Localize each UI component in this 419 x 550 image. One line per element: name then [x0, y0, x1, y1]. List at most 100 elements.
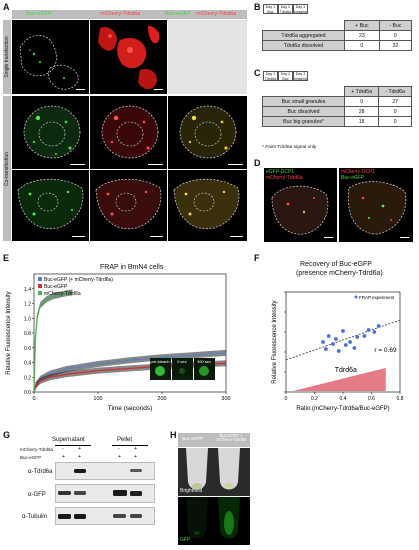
panel-c-footnote: * Faint Tdrd6a signal only: [262, 145, 317, 150]
micro-a-r2-merge: [168, 96, 247, 169]
pm: -: [118, 446, 120, 452]
x-axis-label: Time (seconds): [108, 405, 153, 412]
micro-a-r3-merge: [168, 170, 247, 241]
panel-h-header: [178, 433, 250, 447]
micro-a-r2-red: [90, 96, 167, 169]
y-axis-label: Relative Fluorescence Intensity: [272, 300, 278, 383]
panel-c-timeline: Day 1 Tdrd6a Day 2 Buc Day 3 Imaging: [263, 71, 308, 81]
panel-c-label: C: [254, 68, 261, 78]
band-label-tubulin: α-Tubulin: [22, 514, 47, 520]
pm: +: [62, 454, 66, 460]
panel-a-col3-label-green: Buc-eGFP: [165, 11, 191, 17]
frap-inset-label: 300 sec: [197, 359, 211, 364]
blot-strip-tubulin: [55, 507, 155, 525]
col-header: - Tdrd6a: [378, 86, 412, 97]
blot-band: [74, 491, 86, 495]
micro-a-r3-red: [90, 170, 167, 241]
band-label-gfp: α-GFP: [28, 492, 46, 498]
y-tick-label: 0.2: [24, 375, 31, 381]
panel-a-col3-label-red: mCherry-Tdrd6a: [196, 11, 237, 17]
micro-a-r1-merge-empty: [168, 20, 247, 94]
scatter-point: [348, 340, 353, 344]
legend-entry: mCherry-Tdrd6a: [44, 291, 81, 297]
micro-d-left-label1: eGFP-DCP1: [266, 169, 295, 175]
x-tick-label: 100: [93, 396, 102, 402]
blot-row-label-buc: Buc-eGFP: [20, 455, 42, 460]
pm: +: [78, 446, 82, 452]
blot-band: [130, 491, 142, 496]
y-tick-label: 0.8: [24, 331, 31, 337]
scatter-point: [321, 340, 325, 344]
blot-band: [130, 514, 142, 518]
col-header: + Buc: [344, 20, 380, 31]
micro-d-left-label2: mCherry-Tdrd6a: [266, 175, 303, 181]
micro-a-r1-red: [90, 20, 167, 94]
blot-band: [113, 514, 126, 518]
blot-band: [58, 491, 71, 495]
cell: 0: [344, 40, 380, 51]
panel-e-label: E: [3, 253, 10, 263]
scatter-point: [366, 328, 371, 332]
frap-granule: [199, 366, 209, 376]
legend-marker: [354, 295, 358, 299]
pm: +: [134, 446, 138, 452]
scatter-point: [343, 343, 348, 347]
scale-bar: [324, 236, 333, 238]
blot-band: [58, 514, 71, 519]
panel-g-label: G: [3, 430, 11, 440]
row-label: Tdrd6a aggregated: [262, 30, 345, 41]
day-box: Day 2 Tdrd6a: [278, 4, 293, 14]
scale-bar: [76, 88, 85, 90]
panel-c-table: + Tdrd6a - Tdrd6a Buc small granules 0 27 B…: [262, 86, 412, 127]
scale-bar: [230, 235, 243, 237]
tube-label-2: Buc-eGFP + mCherry-Tdrd6a: [215, 433, 247, 443]
micro-d-left: eGFP-DCP1 mCherry-Tdrd6a: [264, 168, 337, 242]
col-header: - Buc: [378, 20, 413, 31]
panel-h-label: H: [170, 430, 177, 440]
legend-swatch: [38, 277, 42, 281]
correlation-annotation: r = 0.69: [374, 347, 397, 354]
group-pellet: Pellet: [117, 437, 133, 443]
micro-a-r2-green: [12, 96, 89, 169]
micro-d-right: mCherry-DCP1 Buc-eGFP: [339, 168, 413, 242]
frap-inset-label: pre-bleach: [151, 359, 170, 364]
group-supernatant: Supernatant: [52, 437, 85, 443]
x-tick-label: 0.4: [340, 396, 347, 402]
series-line-2: [33, 291, 73, 393]
tdrd6a-wedge-label: Tdrd6a: [335, 367, 357, 374]
cell: 0: [378, 116, 412, 127]
cell: 0: [343, 96, 380, 107]
band-label-tdrd6a: α-Tdrd6a: [28, 469, 53, 475]
x-axis-label: Ratio (mCherry-Tdrd6a/Buc-eGFP): [296, 406, 389, 412]
scale-bar: [228, 163, 243, 165]
micro-d-right-label2: Buc-eGFP: [341, 175, 365, 181]
scale-bar: [72, 235, 85, 237]
legend-swatch: [38, 291, 42, 295]
cell: 0: [378, 106, 412, 117]
scale-bar: [148, 163, 163, 165]
panel-b-label: B: [254, 2, 261, 12]
single-transfection-label: Single transfection: [4, 36, 10, 78]
panel-a-col1-label: Buc-eGFP: [26, 11, 52, 17]
day-box: Day 3 Imaging: [293, 4, 308, 14]
pm: +: [78, 454, 82, 460]
blot-row-label-tdrd6a: mCherry-Tdrd6a: [20, 447, 54, 452]
blot-strip-gfp: [55, 484, 155, 503]
panel-b-table: + Buc - Buc Tdrd6a aggregated 23 0 Tdrd6a d…: [262, 20, 413, 51]
scatter-point: [355, 335, 360, 339]
micro-a-r3-green: [12, 170, 89, 241]
scatter-point: [376, 324, 381, 328]
y-tick-label: 0.0: [24, 390, 31, 396]
scatter-point: [336, 349, 341, 353]
day-box: Day 2 Buc: [278, 71, 293, 81]
legend-entry: Buc-eGFP (+ mCherry-Tdrd6a): [44, 277, 113, 283]
legend-entry: FRAP experiment: [359, 295, 395, 300]
pm: +: [134, 454, 138, 460]
micro-h-gfp-label: GFP: [180, 537, 191, 543]
single-transfection-bar: Single transfection: [3, 20, 11, 94]
micro-h-brightfield: Brightfield: [178, 448, 250, 496]
scale-bar: [400, 236, 409, 238]
legend-swatch: [38, 284, 42, 288]
frap-granule: [179, 368, 185, 374]
y-axis-label: Relative Fluorescence Intensity: [6, 291, 12, 374]
